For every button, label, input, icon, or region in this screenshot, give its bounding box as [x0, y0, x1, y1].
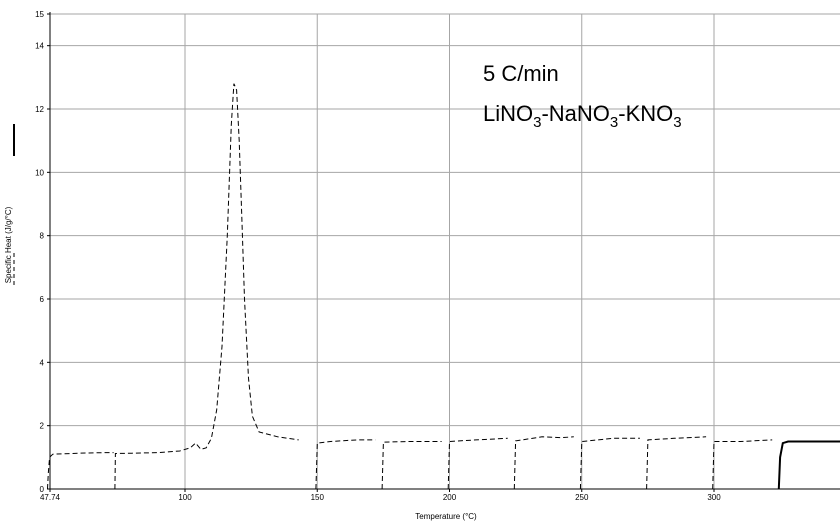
grid [50, 13, 840, 489]
annotation-text: -NaNO [541, 101, 609, 126]
y-tick-label: 15 [35, 10, 44, 19]
series-dashed-line [315, 439, 376, 490]
annotation-subscript: 3 [533, 114, 541, 131]
y-tick-label: 2 [40, 422, 45, 431]
series-dashed-line [381, 441, 442, 490]
y-tick-label: 0 [40, 485, 45, 494]
x-tick-label: 150 [311, 493, 325, 502]
annotation-subscript: 3 [610, 114, 618, 131]
x-tick-label: 47.74 [40, 493, 61, 502]
series-dashed-line [646, 436, 707, 490]
series-dashed-line [513, 436, 574, 490]
y-tick-label: 10 [35, 168, 44, 177]
series-dashed-line [579, 437, 640, 490]
annotation-text: -KNO [618, 101, 673, 126]
annotation-line-1: 5 C/min [483, 61, 559, 86]
x-axis-title: Temperature (°C) [415, 512, 477, 521]
y-tick-label: 14 [35, 42, 44, 51]
series-dashed-line [114, 83, 299, 490]
series-dashed-line [47, 452, 114, 490]
y-tick-label: 4 [40, 358, 45, 367]
x-tick-label: 300 [707, 493, 721, 502]
series-dashed-line [712, 439, 773, 490]
series-solid-line [777, 440, 840, 490]
annotation-text: LiNO [483, 101, 533, 126]
axes [47, 12, 840, 492]
y-axis-title: Specific Heat (J/g/°C) [4, 206, 13, 283]
annotation-subscript: 3 [673, 114, 681, 131]
x-tick-label: 100 [178, 493, 192, 502]
y-tick-label: 12 [35, 105, 44, 114]
y-tick-label: 8 [40, 232, 45, 241]
x-tick-label: 200 [443, 493, 457, 502]
series-dashed-line [447, 437, 508, 490]
y-tick-label: 6 [40, 295, 45, 304]
x-tick-label: 250 [575, 493, 589, 502]
series-layer [47, 83, 840, 490]
annotation-line-2: LiNO3-NaNO3-KNO3 [483, 101, 682, 131]
